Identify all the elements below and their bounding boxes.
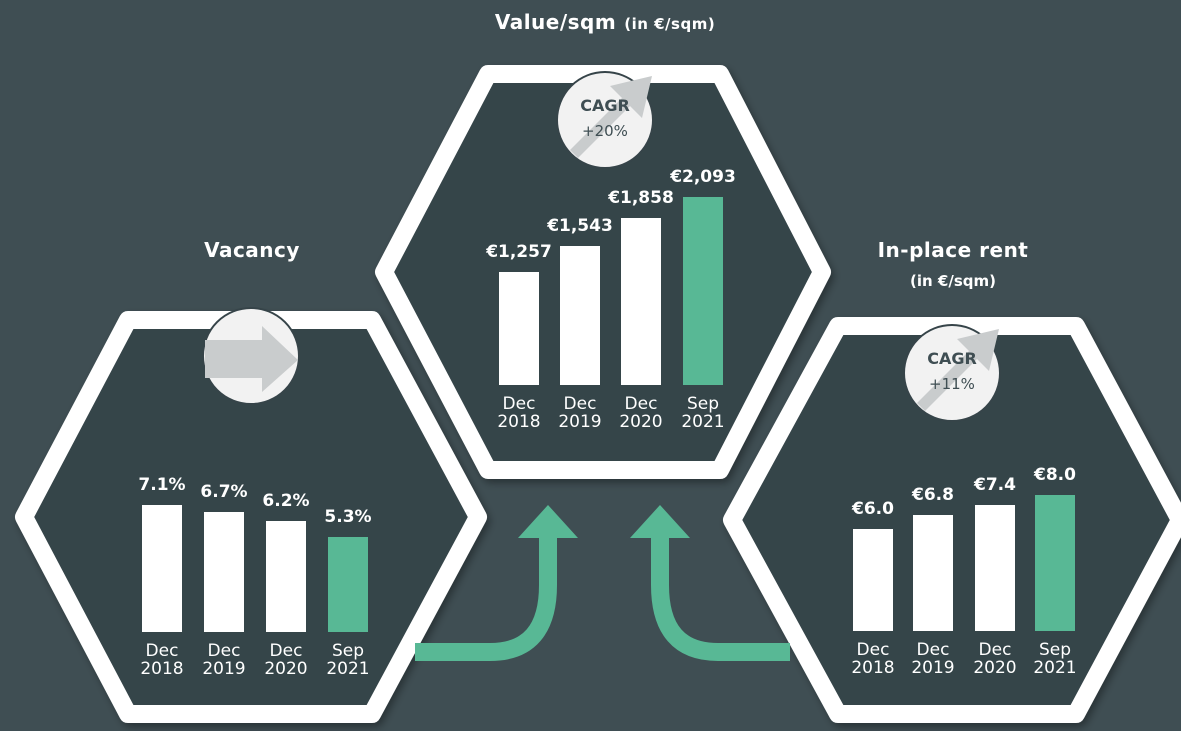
chart-title: Vacancy [204, 238, 300, 262]
chart-title: Value/sqm (in €/sqm) [405, 10, 805, 34]
value-label: 7.1% [138, 475, 186, 495]
category-label: Dec 2019 [202, 641, 246, 679]
value-label: €8.0 [1034, 465, 1076, 485]
subtitle: (in €/sqm) [910, 272, 996, 290]
value-label: €1,858 [608, 188, 674, 209]
arrow-head [518, 505, 578, 538]
value-label: €1,257 [486, 242, 552, 263]
badge-arrow [570, 76, 652, 158]
value-label: 6.7% [200, 482, 248, 503]
category-label: Dec 2018 [851, 640, 895, 678]
category-label: Sep 2021 [326, 641, 370, 679]
badge-title: CAGR [927, 349, 977, 368]
category-label: Dec 2020 [619, 394, 663, 432]
arrow-head [630, 505, 690, 538]
bar [560, 246, 600, 385]
badge-value: +11% [929, 375, 975, 393]
value-label: €6.8 [912, 485, 954, 506]
category-label: Dec 2019 [558, 394, 602, 432]
bar [913, 515, 953, 631]
bar [1035, 495, 1075, 631]
value-label: 5.3% [324, 507, 372, 528]
value-label: €1,543 [547, 216, 613, 237]
bar [499, 272, 539, 385]
title-text: Value/sqm [494, 10, 617, 34]
value-label: €7.4 [974, 475, 1016, 496]
value-label: €2,093 [670, 167, 736, 187]
subtitle: (in €/sqm) [624, 15, 716, 33]
bar [328, 537, 368, 632]
bar [621, 218, 661, 385]
arrow [651, 535, 790, 661]
badge-arrow [917, 329, 999, 411]
bar [142, 505, 182, 632]
bar [853, 529, 893, 631]
bar [975, 505, 1015, 631]
value-label: 6.2% [262, 491, 310, 512]
badge-arrow [205, 326, 298, 392]
category-label: Dec 2019 [911, 640, 955, 678]
category-label: Dec 2020 [973, 640, 1017, 678]
category-label: Sep 2021 [681, 394, 725, 432]
bar [204, 512, 244, 632]
category-label: Dec 2018 [497, 394, 541, 432]
bar [683, 197, 723, 385]
category-label: Dec 2018 [140, 641, 184, 679]
chart-title: In-place rent [877, 238, 1029, 262]
category-label: Dec 2020 [264, 641, 308, 679]
badge-title: CAGR [580, 96, 630, 115]
category-label: Sep 2021 [1033, 640, 1077, 678]
badge-value: +20% [582, 122, 628, 140]
arrow [415, 535, 557, 661]
value-label: €6.0 [852, 499, 894, 519]
bar [266, 521, 306, 632]
